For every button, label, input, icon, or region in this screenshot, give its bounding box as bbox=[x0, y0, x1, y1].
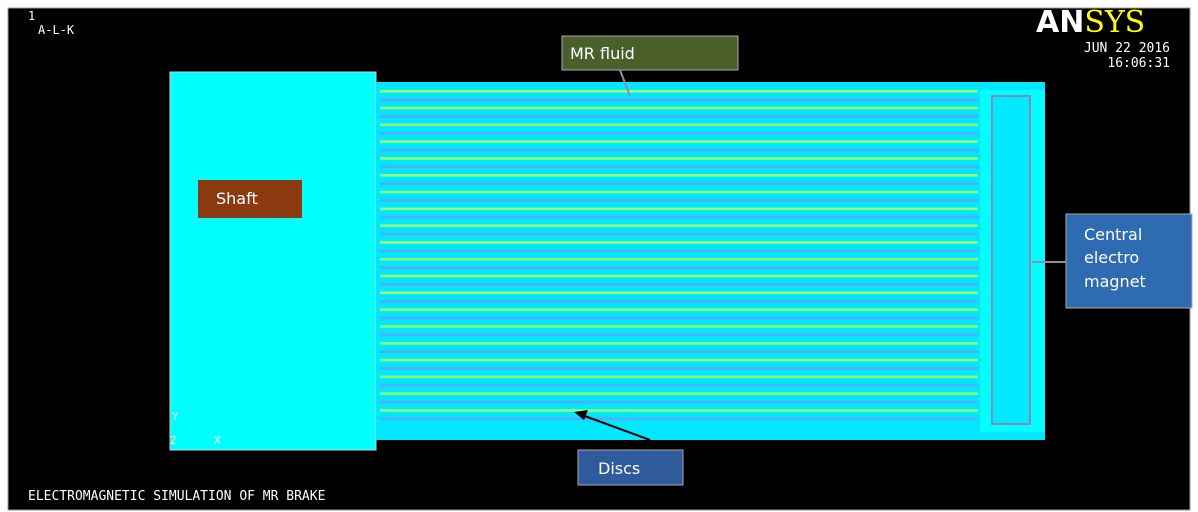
magnet-coil bbox=[991, 95, 1031, 425]
disc-stripe bbox=[380, 400, 978, 404]
disc-stripes bbox=[380, 90, 978, 421]
disc-stripe bbox=[380, 157, 978, 160]
disc-stripe bbox=[380, 148, 978, 152]
disc-stripe bbox=[380, 392, 978, 395]
disc-stripe bbox=[380, 224, 978, 227]
disc-stripe bbox=[380, 232, 978, 236]
disc-stripe bbox=[380, 350, 978, 353]
disc-stripe bbox=[380, 258, 978, 261]
disc-stripe bbox=[380, 199, 978, 202]
disc-stripe bbox=[380, 325, 978, 328]
magnet-label-1: Central bbox=[1084, 225, 1142, 244]
magnet-label-3: magnet bbox=[1084, 272, 1146, 291]
plot-name: A-L-K bbox=[38, 23, 75, 37]
disc-stripe bbox=[380, 300, 978, 303]
disc-stripe bbox=[380, 98, 978, 101]
triad-y: Y bbox=[172, 410, 179, 423]
magnet-label-2: electro bbox=[1084, 248, 1139, 267]
logo-right: SYS bbox=[1084, 5, 1145, 40]
shaft-box bbox=[198, 180, 302, 218]
disc-stripe bbox=[380, 207, 978, 211]
disc-stripe bbox=[380, 308, 978, 311]
disc-stripe bbox=[380, 333, 978, 337]
triad-z: Z bbox=[170, 434, 177, 447]
disc-stripe bbox=[380, 106, 978, 110]
disc-stripe bbox=[380, 417, 978, 421]
disc-stripe bbox=[380, 216, 978, 219]
disc-stripe bbox=[380, 291, 978, 295]
disc-stripe bbox=[380, 342, 978, 345]
disc-stripe bbox=[380, 140, 978, 143]
disc-stripe bbox=[380, 165, 978, 169]
discs-label: Discs bbox=[598, 459, 640, 478]
disc-stripe bbox=[380, 375, 978, 379]
disc-stripe bbox=[380, 283, 978, 286]
disc-stripe bbox=[380, 123, 978, 127]
disc-stripe bbox=[380, 182, 978, 185]
date: JUN 22 2016 bbox=[1084, 41, 1170, 56]
disc-stripe bbox=[380, 115, 978, 118]
disc-stripe bbox=[380, 174, 978, 177]
time: 16:06:31 bbox=[1107, 56, 1170, 71]
disc-stripe bbox=[380, 409, 978, 412]
disc-stripe bbox=[380, 274, 978, 278]
logo-left: AN bbox=[1036, 5, 1084, 40]
triad-x: X bbox=[214, 434, 221, 447]
mr-fluid-arrow bbox=[619, 69, 631, 97]
mr-fluid-label: MR fluid bbox=[570, 44, 635, 63]
disc-stripe bbox=[380, 358, 978, 362]
discs-box bbox=[577, 449, 684, 486]
disc-stripe bbox=[380, 266, 978, 269]
logo: ANSYS bbox=[1036, 5, 1145, 40]
disc-stripe bbox=[380, 384, 978, 387]
window-number: 1 bbox=[28, 9, 35, 23]
disc-stripe bbox=[380, 316, 978, 320]
discs-arrowhead bbox=[574, 410, 588, 420]
disc-stripe bbox=[380, 241, 978, 244]
caption: ELECTROMAGNETIC SIMULATION OF MR BRAKE bbox=[28, 489, 325, 504]
disc-stripe bbox=[380, 132, 978, 135]
discs-arrow bbox=[581, 414, 651, 441]
magnet-box bbox=[1065, 213, 1193, 309]
disc-stripe bbox=[380, 249, 978, 253]
shaft-region bbox=[169, 71, 377, 451]
disc-stripe bbox=[380, 367, 978, 370]
disc-stripe bbox=[380, 90, 978, 93]
mr-fluid-box bbox=[561, 35, 739, 71]
shaft-label: Shaft bbox=[216, 189, 258, 208]
disc-stripe bbox=[380, 190, 978, 194]
